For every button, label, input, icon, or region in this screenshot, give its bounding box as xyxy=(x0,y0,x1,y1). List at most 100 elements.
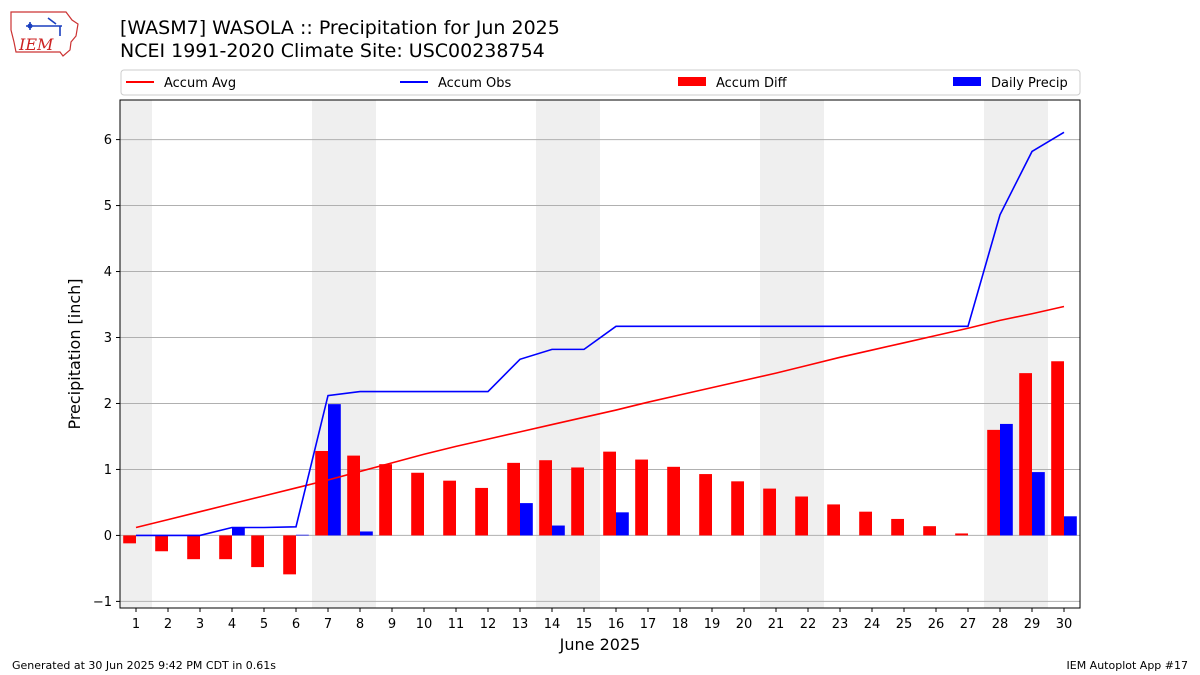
x-tick-label: 1 xyxy=(132,617,140,632)
accum-diff-bar xyxy=(859,511,872,536)
y-tick-label: 6 xyxy=(104,133,112,148)
x-tick-label: 9 xyxy=(388,617,396,632)
accum-diff-bar xyxy=(1019,373,1032,536)
x-tick-label: 22 xyxy=(800,617,817,632)
accum-diff-bar xyxy=(827,504,840,536)
x-axis-label: June 2025 xyxy=(559,635,641,654)
x-tick-label: 25 xyxy=(896,617,913,632)
x-tick-label: 16 xyxy=(608,617,625,632)
accum-diff-bar xyxy=(283,535,296,575)
accum-diff-bar xyxy=(571,467,584,536)
chart-subtitle: NCEI 1991-2020 Climate Site: USC00238754 xyxy=(120,40,545,62)
x-tick-label: 12 xyxy=(480,617,497,632)
x-tick-label: 19 xyxy=(704,617,721,632)
x-tick-label: 17 xyxy=(640,617,657,632)
accum-diff-bar xyxy=(891,518,904,536)
accum-diff-bar xyxy=(443,480,456,536)
app-credit: IEM Autoplot App #17 xyxy=(1066,659,1189,672)
accum-diff-bar xyxy=(411,472,424,536)
x-tick-label: 27 xyxy=(960,617,977,632)
accum-diff-bar xyxy=(347,455,360,536)
weekend-shade xyxy=(312,100,344,608)
accum-diff-bar xyxy=(699,474,712,536)
accum-diff-bar xyxy=(187,535,200,560)
x-tick-label: 13 xyxy=(512,617,529,632)
daily-precip-bar xyxy=(520,503,533,536)
chart-title: [WASM7] WASOLA :: Precipitation for Jun … xyxy=(120,17,560,39)
daily-precip-bar xyxy=(1000,423,1013,536)
weekend-shade xyxy=(760,100,792,608)
legend-label: Accum Diff xyxy=(716,76,788,91)
daily-precip-bar xyxy=(296,534,309,536)
daily-precip-bar xyxy=(616,512,629,536)
legend-label: Daily Precip xyxy=(991,76,1068,91)
iowa-state-outline-icon xyxy=(10,11,79,57)
legend-label: Accum Avg xyxy=(164,76,236,91)
daily-precip-bar xyxy=(1032,472,1045,536)
daily-precip-bar xyxy=(1064,516,1077,536)
legend-swatch xyxy=(678,77,706,86)
weekend-shade xyxy=(1016,100,1048,608)
x-tick-label: 2 xyxy=(164,617,172,632)
weekend-shade xyxy=(792,100,824,608)
generated-timestamp: Generated at 30 Jun 2025 9:42 PM CDT in … xyxy=(12,659,277,672)
accum-diff-bar xyxy=(635,459,648,536)
accum-diff-bar xyxy=(763,488,776,536)
accum-diff-bar xyxy=(955,533,968,536)
logo-text: IEM xyxy=(18,35,54,54)
weekend-shade xyxy=(536,100,568,608)
x-tick-label: 24 xyxy=(864,617,881,632)
daily-precip-bar xyxy=(552,525,565,536)
station-dot-icon xyxy=(27,23,33,29)
y-axis-label: Precipitation [inch] xyxy=(65,278,84,429)
plot-frame xyxy=(119,99,1081,609)
x-tick-label: 5 xyxy=(260,617,268,632)
weekend-shade xyxy=(568,100,600,608)
accum-diff-bar xyxy=(667,466,680,536)
accum-diff-bar xyxy=(155,535,168,552)
accum-diff-bar xyxy=(123,535,136,544)
accum-diff-bar xyxy=(987,429,1000,536)
x-tick-label: 18 xyxy=(672,617,689,632)
legend-box xyxy=(120,69,1081,96)
accum-diff-bar xyxy=(923,526,936,536)
y-tick-label: −1 xyxy=(93,595,112,610)
x-tick-label: 29 xyxy=(1024,617,1041,632)
accum-diff-bar xyxy=(379,464,392,536)
y-tick-label: 5 xyxy=(104,199,112,214)
x-tick-label: 7 xyxy=(324,617,332,632)
y-tick-label: 2 xyxy=(104,397,112,412)
accum-diff-bar xyxy=(1051,361,1064,536)
y-tick-label: 1 xyxy=(104,463,112,478)
weekend-shade xyxy=(120,100,152,608)
accum-diff-bar xyxy=(731,481,744,536)
x-tick-label: 14 xyxy=(544,617,561,632)
x-tick-label: 6 xyxy=(292,617,300,632)
accum-obs-line xyxy=(136,131,1065,537)
daily-precip-bar xyxy=(360,531,373,536)
daily-precip-bar xyxy=(232,527,245,536)
weather-station-icon xyxy=(26,17,62,36)
iem-logo: IEM xyxy=(10,11,79,57)
x-tick-label: 8 xyxy=(356,617,364,632)
accum-diff-bar xyxy=(603,451,616,536)
accum-diff-bar xyxy=(219,535,232,560)
accum-diff-bar xyxy=(315,450,328,536)
x-tick-label: 11 xyxy=(448,617,465,632)
legend-swatch xyxy=(953,77,981,86)
weekend-shade xyxy=(984,100,1016,608)
y-tick-label: 3 xyxy=(104,331,112,346)
weekend-shade xyxy=(344,100,376,608)
accum-diff-bar xyxy=(539,460,552,536)
y-tick-label: 0 xyxy=(104,529,112,544)
accum-diff-bar xyxy=(507,462,520,536)
accum-avg-line xyxy=(135,305,1065,529)
x-tick-label: 3 xyxy=(196,617,204,632)
y-tick-label: 4 xyxy=(104,265,112,280)
x-tick-label: 4 xyxy=(228,617,236,632)
x-tick-label: 20 xyxy=(736,617,753,632)
accum-diff-bar xyxy=(475,487,488,536)
x-tick-label: 21 xyxy=(768,617,785,632)
daily-precip-bar xyxy=(328,404,341,536)
